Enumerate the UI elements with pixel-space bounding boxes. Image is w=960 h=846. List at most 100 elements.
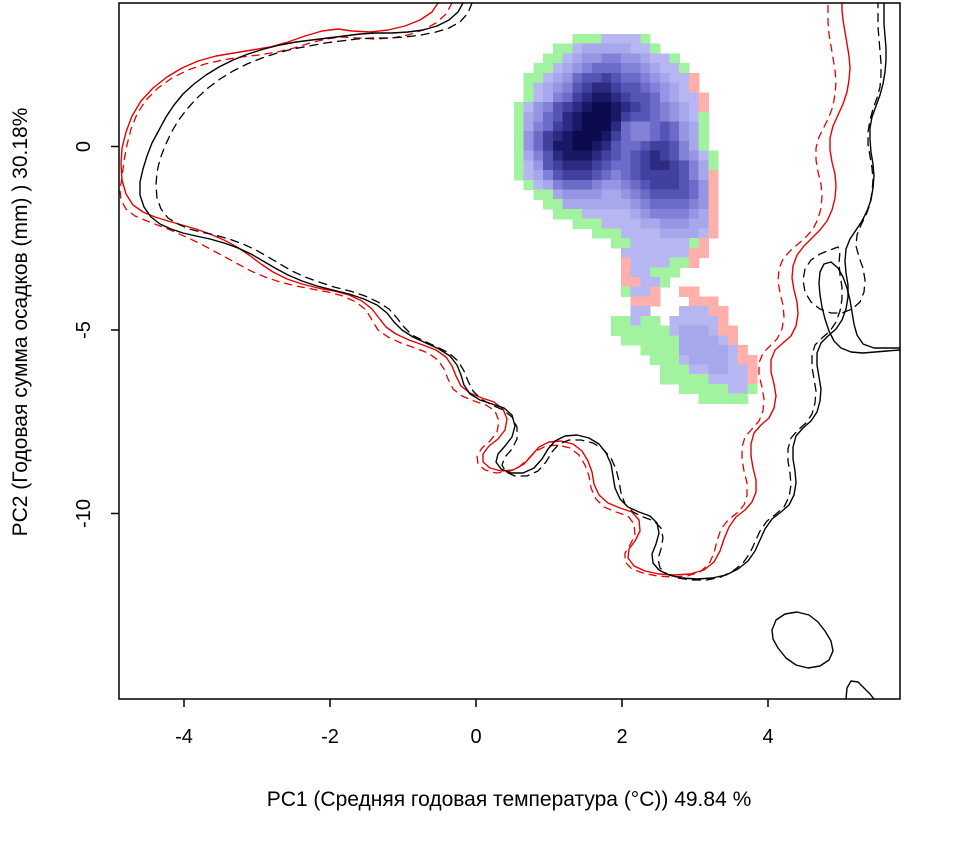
raster-cell [640,238,651,249]
raster-cell [562,53,573,64]
raster-cell [611,43,622,54]
raster-cell [698,199,709,210]
raster-cell [640,247,651,259]
raster-cell [659,374,671,385]
raster-cell [591,140,603,152]
raster-cell [591,53,603,64]
raster-cell [650,150,661,161]
raster-cell [669,111,680,123]
raster-cell [659,325,671,336]
raster-cell [611,179,622,191]
raster-cell [689,72,700,84]
raster-cell [582,102,593,113]
raster-cell [650,315,661,327]
y-axis-title: PC2 (Годовая сумма осадков (mm) ) 30.18% [9,107,32,537]
raster-cell [669,209,680,220]
raster-cell [523,92,534,103]
raster-cell [572,63,583,74]
raster-cell [523,170,534,181]
y-tick-label: 0 [73,141,95,152]
raster-cell [620,160,632,171]
raster-cell [659,364,671,375]
raster-cell [601,82,612,93]
raster-cell [640,34,651,45]
raster-cell [698,160,709,171]
raster-cell [689,257,700,268]
contour-red-dashed-outline [119,2,837,578]
raster-cell [591,189,603,200]
raster-cell [698,140,709,152]
raster-cell [611,150,622,161]
raster-cell [708,325,719,336]
raster-cell [601,160,612,171]
raster-cell [727,345,739,356]
raster-cell [659,228,671,239]
raster-cell [718,354,729,366]
raster-cell [689,131,700,142]
raster-cell [572,121,583,132]
raster-cell [620,92,632,103]
raster-cell [640,140,651,152]
x-tick-label: 2 [616,726,627,748]
raster-cell [698,228,709,239]
raster-cell [630,72,641,84]
raster-cell [601,34,612,45]
raster-cell [572,150,583,161]
raster-cell [747,383,758,395]
raster-cell [689,354,700,366]
raster-cell [708,160,719,171]
raster-cell [562,92,573,103]
raster-cell [543,63,554,74]
raster-cell [689,209,700,220]
raster-cell [543,121,554,132]
raster-cell [552,92,564,103]
raster-cell [708,199,719,210]
raster-cell [698,354,709,366]
raster-cell [669,160,680,171]
raster-cell [630,277,641,288]
raster-cell [679,325,690,336]
raster-cell [514,170,525,181]
x-tick-label: -4 [175,726,193,748]
raster-cell [689,121,700,132]
raster-cell [718,345,729,356]
raster-cell [708,315,719,327]
raster-cell [523,72,534,84]
raster-cell [679,140,690,152]
raster-cell [650,345,661,356]
raster-cell [640,296,651,307]
raster-cell [591,102,603,113]
raster-cell [747,364,758,375]
raster-cell [689,374,700,385]
raster-cell [630,325,641,336]
raster-cell [708,354,719,366]
raster-cell [543,170,554,181]
raster-cell [601,43,612,54]
raster-cell [630,111,641,123]
raster-cell [620,63,632,74]
raster-cell [630,315,641,327]
raster-cell [640,218,651,229]
raster-cell [698,383,709,395]
raster-cell [737,354,748,366]
raster-cell [601,170,612,181]
raster-cell [611,63,622,74]
raster-cell [640,189,651,200]
raster-cell [708,345,719,356]
raster-cell [708,228,719,239]
raster-cell [650,335,661,346]
raster-cell [591,72,603,84]
raster-cell [640,228,651,239]
raster-cell [698,189,709,200]
raster-cell [659,160,671,171]
raster-cell [523,179,534,191]
raster-cell [708,374,719,385]
raster-cell [679,189,690,200]
raster-cell [620,218,632,229]
raster-cell [620,82,632,93]
raster-cell [640,102,651,113]
raster-cell [679,315,690,327]
raster-cell [659,131,671,142]
raster-cell [611,111,622,123]
raster-cell [533,92,544,103]
